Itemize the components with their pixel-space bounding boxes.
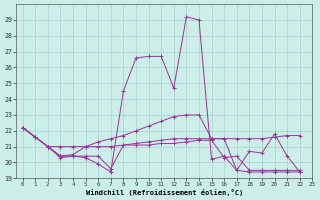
X-axis label: Windchill (Refroidissement éolien,°C): Windchill (Refroidissement éolien,°C) <box>86 189 243 196</box>
